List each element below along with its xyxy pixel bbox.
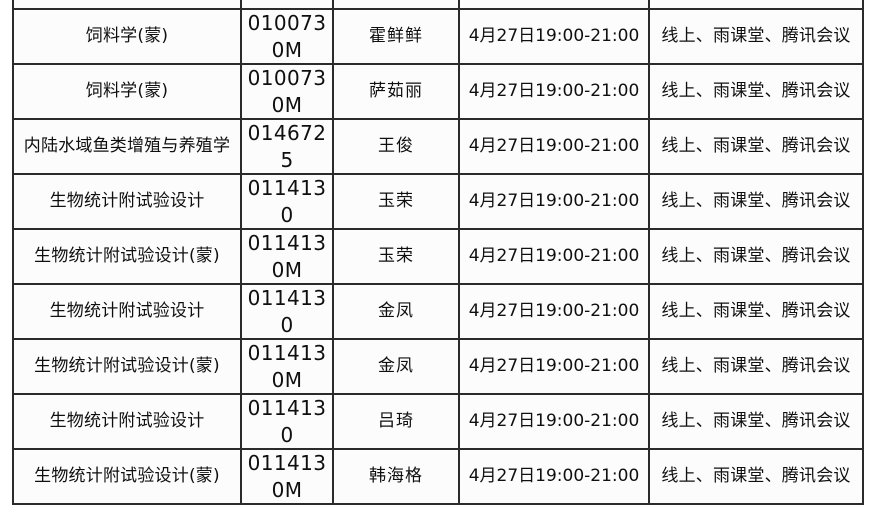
- cell-teacher: 吕琦: [332, 393, 460, 450]
- cell-course-code: 0114130: [240, 283, 334, 340]
- cell-mode: 线上、雨课堂、腾讯会议: [648, 448, 864, 505]
- cell-course-name: 生物统计附试验设计: [12, 283, 242, 340]
- cell-datetime: [458, 0, 650, 10]
- cell-course-code: 0114130: [240, 173, 334, 230]
- cell-mode: 线上、雨课堂、腾讯会议: [648, 63, 864, 120]
- cell-datetime: 4月27日19:00-21:00: [458, 8, 650, 65]
- table-row: 饲料学(蒙) 0100730M 萨茹丽 4月27日19:00-21:00 线上、…: [12, 63, 864, 120]
- cell-teacher: 王俊: [332, 118, 460, 175]
- cell-course-name: 内陆水域鱼类增殖与养殖学: [12, 118, 242, 175]
- table-row: 生物统计附试验设计 0114130 玉荣 4月27日19:00-21:00 线上…: [12, 173, 864, 230]
- cell-course-code: [240, 0, 334, 10]
- cell-course-code: 0100730M: [240, 63, 334, 120]
- cell-mode: 线上、雨课堂、腾讯会议: [648, 173, 864, 230]
- table-row-partial-above: [12, 0, 864, 10]
- cell-teacher: 霍鲜鲜: [332, 8, 460, 65]
- cell-mode: 线上、雨课堂、腾讯会议: [648, 228, 864, 285]
- cell-teacher: 萨茹丽: [332, 63, 460, 120]
- cell-teacher: 金凤: [332, 283, 460, 340]
- cell-teacher: 金凤: [332, 338, 460, 395]
- table-row: 生物统计附试验设计 0114130 金凤 4月27日19:00-21:00 线上…: [12, 283, 864, 340]
- cell-course-name: 生物统计附试验设计: [12, 173, 242, 230]
- cell-course-code: 0114130M: [240, 338, 334, 395]
- cell-datetime: 4月27日19:00-21:00: [458, 173, 650, 230]
- cell-course-code: 0114130: [240, 393, 334, 450]
- cell-teacher: [332, 0, 460, 10]
- cell-mode: 线上、雨课堂、腾讯会议: [648, 118, 864, 175]
- course-schedule-table: 饲料学(蒙) 0100730M 霍鲜鲜 4月27日19:00-21:00 线上、…: [12, 0, 864, 505]
- cell-datetime: 4月27日19:00-21:00: [458, 448, 650, 505]
- table-row: 生物统计附试验设计(蒙) 0114130M 金凤 4月27日19:00-21:0…: [12, 338, 864, 395]
- cell-teacher: 韩海格: [332, 448, 460, 505]
- cell-course-code: 0114130M: [240, 448, 334, 505]
- cell-teacher: 玉荣: [332, 173, 460, 230]
- cell-course-name: 生物统计附试验设计: [12, 393, 242, 450]
- cell-teacher: 玉荣: [332, 228, 460, 285]
- cell-datetime: 4月27日19:00-21:00: [458, 338, 650, 395]
- cell-course-code: 0100730M: [240, 8, 334, 65]
- table-row: 饲料学(蒙) 0100730M 霍鲜鲜 4月27日19:00-21:00 线上、…: [12, 8, 864, 65]
- cell-datetime: 4月27日19:00-21:00: [458, 118, 650, 175]
- cell-course-code: 0114130M: [240, 228, 334, 285]
- cell-mode: 线上、雨课堂、腾讯会议: [648, 393, 864, 450]
- table-row: 内陆水域鱼类增殖与养殖学 0146725 王俊 4月27日19:00-21:00…: [12, 118, 864, 175]
- table-row: 生物统计附试验设计(蒙) 0114130M 韩海格 4月27日19:00-21:…: [12, 448, 864, 505]
- cell-course-name: 生物统计附试验设计(蒙): [12, 228, 242, 285]
- cell-mode: [648, 0, 864, 10]
- cell-datetime: 4月27日19:00-21:00: [458, 63, 650, 120]
- table-row: 生物统计附试验设计(蒙) 0114130M 玉荣 4月27日19:00-21:0…: [12, 228, 864, 285]
- cell-course-name: 生物统计附试验设计(蒙): [12, 448, 242, 505]
- cell-course-name: [12, 0, 242, 10]
- cell-course-name: 生物统计附试验设计(蒙): [12, 338, 242, 395]
- table-row: 生物统计附试验设计 0114130 吕琦 4月27日19:00-21:00 线上…: [12, 393, 864, 450]
- cell-mode: 线上、雨课堂、腾讯会议: [648, 283, 864, 340]
- cell-course-name: 饲料学(蒙): [12, 8, 242, 65]
- cell-course-name: 饲料学(蒙): [12, 63, 242, 120]
- cell-datetime: 4月27日19:00-21:00: [458, 393, 650, 450]
- cell-mode: 线上、雨课堂、腾讯会议: [648, 8, 864, 65]
- table-body: 饲料学(蒙) 0100730M 霍鲜鲜 4月27日19:00-21:00 线上、…: [12, 0, 864, 505]
- cell-datetime: 4月27日19:00-21:00: [458, 228, 650, 285]
- cell-mode: 线上、雨课堂、腾讯会议: [648, 338, 864, 395]
- cell-datetime: 4月27日19:00-21:00: [458, 283, 650, 340]
- cell-course-code: 0146725: [240, 118, 334, 175]
